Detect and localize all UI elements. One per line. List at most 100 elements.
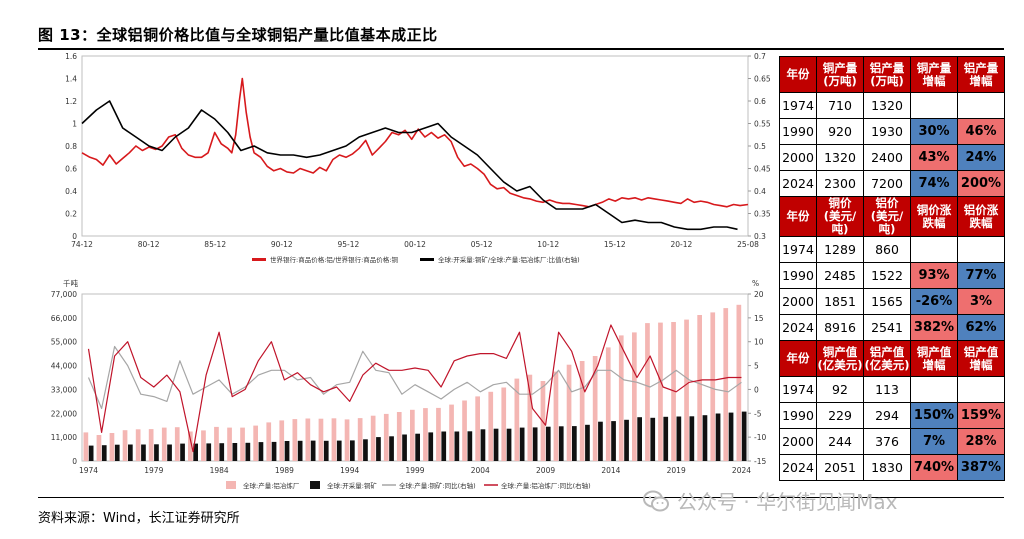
table-row: 2000 244 376 7% 28% — [779, 428, 1005, 455]
chart2-bar-aluminum — [553, 371, 559, 461]
chart2-bar-copper — [493, 428, 499, 461]
chart2-ytick-left: 33,000 — [51, 385, 77, 394]
table-cell: 1990 — [779, 402, 817, 429]
chart2-bar-copper — [402, 434, 407, 461]
table-cell: 2000 — [779, 288, 817, 315]
chart1-xtick: 15-12 — [604, 240, 626, 249]
chart2-bar-aluminum — [449, 404, 454, 461]
chart1-series-output-ratio — [81, 100, 738, 231]
chart1-ytick-left: 0.6 — [65, 165, 77, 174]
chart2-bar-aluminum — [540, 381, 546, 461]
chart2-bar-aluminum — [658, 322, 663, 461]
chart2-bars — [83, 304, 747, 461]
chart2-ytick-right: 0 — [754, 385, 759, 394]
table-header-cell: 铝产值 增幅 — [957, 340, 1005, 377]
chart2-bar-aluminum — [579, 361, 585, 461]
chart2-bar-copper — [336, 440, 342, 461]
chart1-xtick: 05-12 — [471, 240, 493, 249]
table-cell: 244 — [816, 428, 864, 455]
chart2-bar-aluminum — [684, 319, 689, 461]
chart2-ytick-right: -5 — [754, 409, 762, 418]
table-cell: 30% — [910, 118, 958, 145]
chart2-bar-aluminum — [410, 409, 415, 461]
chart2-bar-aluminum — [370, 415, 376, 461]
chart2-legend-label: 全球:产量:铝冶炼厂:同比(右轴) — [501, 481, 591, 490]
table-header-cell: 铜价涨 跌幅 — [910, 196, 958, 237]
chart2-bar-copper — [650, 417, 656, 461]
watermark-text: 公众号 · 华尔街见闻Max — [677, 490, 898, 514]
table-row: 2024 8916 2541 382% 62% — [779, 314, 1005, 341]
table-cell: 2541 — [863, 314, 911, 341]
table-cell: 113 — [863, 376, 911, 403]
chart2-bar-copper — [519, 427, 525, 461]
table-cell: -26% — [910, 288, 958, 315]
table-row: 2000 1320 2400 43% 24% — [779, 144, 1005, 171]
chart2-bar-copper — [284, 441, 290, 461]
table-header-cell: 铜产值 (亿美元) — [816, 340, 864, 377]
table-cell: 8916 — [816, 314, 864, 341]
chart2-ytick-left: 22,000 — [51, 409, 77, 418]
table-cell: 1320 — [863, 92, 911, 119]
table-cell — [910, 92, 958, 119]
figure-title: 图 13：全球铝铜价格比值与全球铜铝产量比值基本成正比 — [38, 26, 438, 44]
table-header-row: 年份 铜产量 (万吨) 铝产量 (万吨) 铜产量 增幅 铝产量 增幅 — [779, 56, 1005, 93]
chart1-plot-frame — [81, 55, 749, 237]
table-cell: 2485 — [816, 262, 864, 289]
table-header-cell: 年份 — [779, 340, 817, 377]
chart2-bar-copper — [101, 445, 107, 461]
table-header-cell: 铜产量 (万吨) — [816, 56, 864, 93]
table-cell: 2024 — [779, 314, 817, 341]
chart2-axes: 千吨 % 0 11,000 22,000 33,000 44,000 55,000 66,000… — [51, 278, 767, 475]
chart1-ytick-left: 0 — [72, 232, 77, 241]
chart2-legend-label: 全球:产量:铜矿:同比(右轴) — [399, 481, 476, 490]
chart2-bar-copper — [572, 426, 577, 461]
table-header-cell: 铝产量 增幅 — [957, 56, 1005, 93]
source-note: 资料来源：Wind，长江证券研究所 — [38, 511, 240, 526]
chart2-bar-copper — [141, 444, 146, 461]
chart2-bar-copper — [114, 444, 120, 461]
source-rule — [38, 497, 1004, 498]
chart2-bar-copper — [715, 413, 721, 461]
chart2-ytick-right: 5 — [754, 362, 759, 371]
chart2-bar-aluminum — [148, 429, 154, 461]
table-cell: 2051 — [816, 454, 864, 481]
chart2-bar-aluminum — [279, 420, 285, 461]
chart2-bar-aluminum — [214, 426, 219, 461]
table-cell: 1930 — [863, 118, 911, 145]
chart2-bar-aluminum — [645, 323, 650, 461]
chart2-bar-copper — [323, 440, 329, 461]
table-header-cell: 铜价 (美元/吨) — [816, 196, 864, 237]
table-cell: 1565 — [863, 288, 911, 315]
table-cell: 740% — [910, 454, 958, 481]
table-cell: 7200 — [863, 170, 911, 197]
table-cell: 387% — [957, 454, 1005, 481]
chart1-xtick: 95-12 — [338, 240, 360, 249]
chart2-bar-copper — [245, 442, 251, 461]
chart2-bar-aluminum — [697, 315, 702, 461]
chart2-xtick: 2014 — [601, 466, 620, 475]
chart2-bar-copper — [128, 444, 133, 461]
chart1-legend: 世界银行:商品价格:铝/世界银行:商品价格:铜 全球:开采量:铜矿/全球:产量:铝… — [252, 255, 580, 264]
chart2-bar-copper — [585, 424, 590, 461]
chart2-bar-aluminum — [266, 422, 272, 461]
chart2-bar-aluminum — [201, 430, 206, 461]
chart1-xtick: 00-12 — [404, 240, 426, 249]
chart2-ytick-right: -15 — [754, 457, 766, 466]
table-row: 1990 920 1930 30% 46% — [779, 118, 1005, 145]
chart2-bar-copper — [363, 439, 368, 461]
chart2-ytick-left: 11,000 — [51, 433, 77, 442]
chart2-bar-aluminum — [671, 322, 676, 461]
chart2-line-copper-yoy — [87, 345, 742, 410]
chart2-bar-copper — [480, 429, 486, 461]
table-cell: 710 — [816, 92, 864, 119]
table-cell: 1289 — [816, 236, 864, 263]
table-cell: 62% — [957, 314, 1005, 341]
chart2-ytick-left: 44,000 — [51, 362, 77, 371]
chart2-bar-aluminum — [318, 418, 324, 461]
table-cell: 2300 — [816, 170, 864, 197]
chart2-xtick: 2009 — [536, 466, 555, 475]
chart1-xtick: 90-12 — [271, 240, 293, 249]
table-cell: 2000 — [779, 428, 817, 455]
table-cell: 1990 — [779, 118, 817, 145]
chart2-bar-copper — [193, 443, 198, 461]
